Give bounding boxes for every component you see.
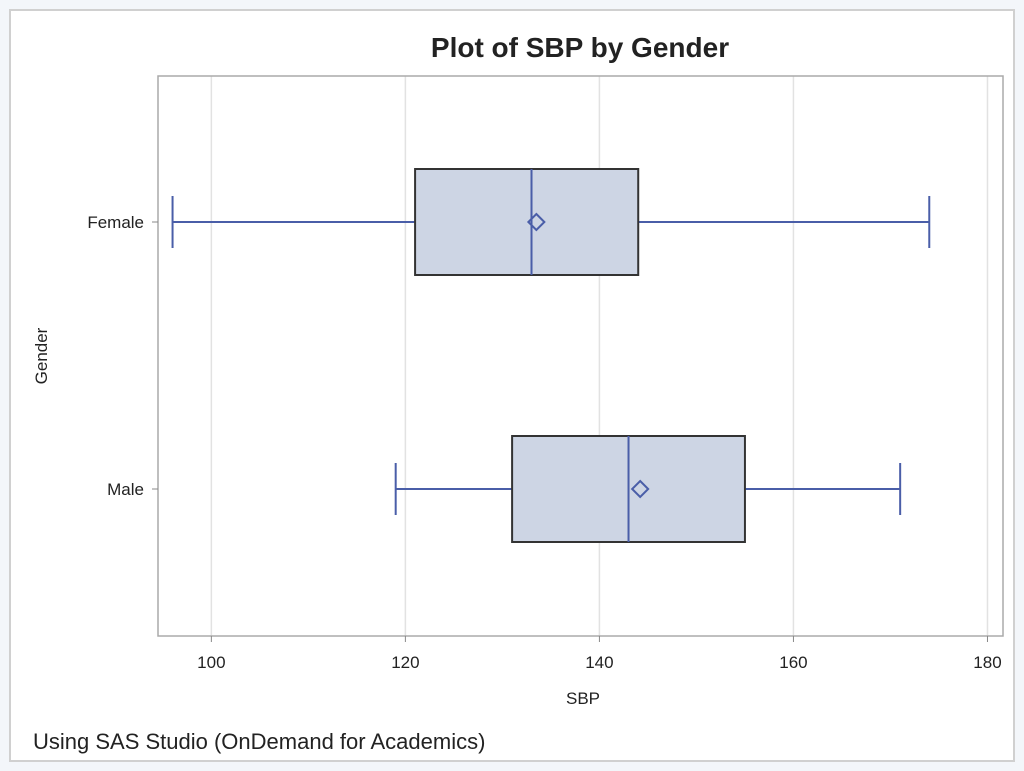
y-tick-label: Female (87, 213, 144, 232)
x-tick-label: 100 (197, 653, 225, 672)
x-axis-label: SBP (566, 689, 600, 708)
x-tick-label: 120 (391, 653, 419, 672)
x-tick-label: 140 (585, 653, 613, 672)
plot-frame (157, 75, 1004, 637)
x-tick-label: 160 (779, 653, 807, 672)
x-tick-label: 180 (973, 653, 1001, 672)
footnote: Using SAS Studio (OnDemand for Academics… (33, 729, 485, 754)
y-tick-label: Male (107, 480, 144, 499)
chart-background (9, 9, 1015, 762)
mean-marker (526, 212, 546, 232)
chart-title: Plot of SBP by Gender (431, 32, 729, 63)
mean-marker (630, 479, 650, 499)
y-axis-label: Gender (32, 327, 51, 384)
iqr-box (414, 168, 640, 276)
